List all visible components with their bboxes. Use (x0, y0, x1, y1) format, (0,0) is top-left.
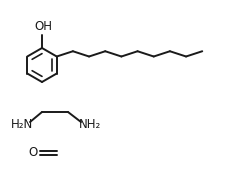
Text: OH: OH (34, 20, 52, 33)
Text: H₂N: H₂N (11, 118, 33, 132)
Text: NH₂: NH₂ (79, 118, 101, 132)
Text: O: O (28, 147, 38, 159)
